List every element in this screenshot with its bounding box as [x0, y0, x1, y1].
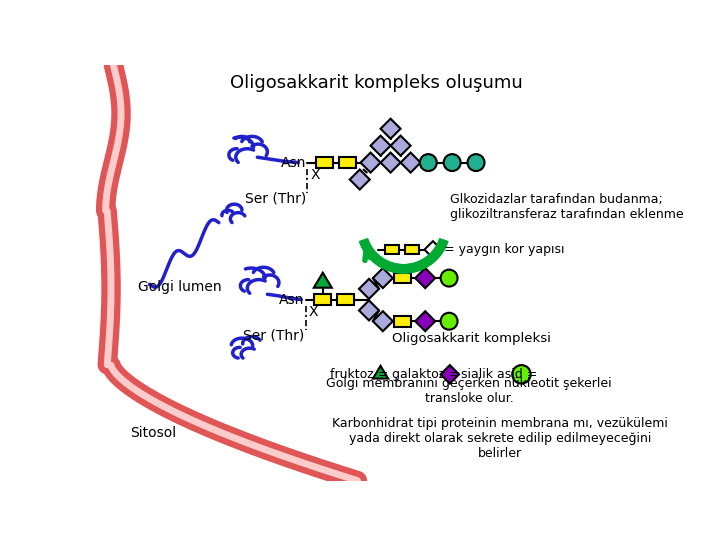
Polygon shape — [441, 365, 459, 383]
Text: sialik asid =: sialik asid = — [462, 368, 538, 381]
Polygon shape — [381, 153, 400, 173]
Circle shape — [467, 154, 485, 171]
Polygon shape — [373, 311, 393, 331]
Polygon shape — [425, 241, 441, 258]
Bar — [394, 273, 410, 284]
Text: Glkozidazlar tarafından budanma;
glikoziltransferaz tarafından eklenme: Glkozidazlar tarafından budanma; glikozi… — [450, 193, 683, 221]
Bar — [405, 245, 419, 254]
Polygon shape — [314, 273, 332, 288]
Polygon shape — [371, 136, 390, 156]
Polygon shape — [359, 300, 379, 320]
Text: = yaygın kor yapısı: = yaygın kor yapısı — [444, 243, 565, 256]
Text: galaktoz =: galaktoz = — [392, 368, 460, 381]
Bar — [339, 157, 356, 168]
Polygon shape — [390, 136, 410, 156]
Polygon shape — [361, 153, 381, 173]
Polygon shape — [415, 311, 435, 331]
Polygon shape — [359, 279, 379, 299]
Polygon shape — [350, 170, 370, 190]
Text: fruktoz =: fruktoz = — [330, 368, 389, 381]
Text: Asn: Asn — [279, 293, 305, 307]
Text: Ser (Thr): Ser (Thr) — [243, 329, 305, 343]
Circle shape — [441, 313, 457, 330]
Circle shape — [512, 365, 531, 383]
Polygon shape — [415, 268, 435, 288]
Polygon shape — [373, 366, 388, 379]
Polygon shape — [400, 153, 420, 173]
Text: Oligosakkarit kompleksi: Oligosakkarit kompleksi — [392, 332, 551, 345]
Bar — [338, 294, 354, 305]
Bar — [315, 294, 331, 305]
Text: Karbonhidrat tipi proteinin membrana mı, vezükülemi
yada direkt olarak sekrete e: Karbonhidrat tipi proteinin membrana mı,… — [332, 417, 668, 460]
Bar — [385, 245, 399, 254]
Circle shape — [444, 154, 461, 171]
Bar — [316, 157, 333, 168]
Circle shape — [420, 154, 437, 171]
Bar — [394, 316, 410, 327]
Text: X: X — [310, 168, 320, 182]
Text: X: X — [309, 305, 318, 319]
Text: Golgi membranını geçerken nükleotit şekerlei
transloke olur.: Golgi membranını geçerken nükleotit şeke… — [326, 376, 612, 404]
Circle shape — [441, 269, 457, 287]
Text: Ser (Thr): Ser (Thr) — [245, 192, 306, 206]
Polygon shape — [381, 119, 400, 139]
Polygon shape — [373, 268, 393, 288]
Text: Oligosakkarit kompleks oluşumu: Oligosakkarit kompleks oluşumu — [230, 74, 523, 92]
Text: Golgi lumen: Golgi lumen — [138, 280, 222, 294]
Text: Asn: Asn — [281, 156, 306, 170]
Text: Sitosol: Sitosol — [130, 426, 176, 440]
